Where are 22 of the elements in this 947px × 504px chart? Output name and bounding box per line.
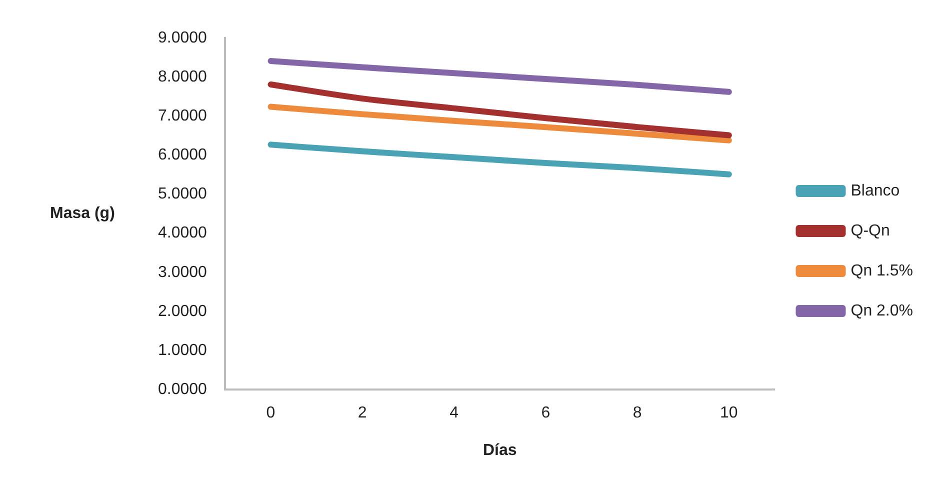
x-tick-label: 10 — [720, 404, 738, 422]
y-axis-title: Masa (g) — [50, 205, 115, 222]
legend-label: Qn 1.5% — [850, 262, 914, 280]
y-tick-label: 0.0000 — [158, 381, 208, 398]
x-tick-label: 4 — [450, 404, 459, 422]
x-tick-label: 6 — [541, 404, 550, 422]
x-tick-label: 2 — [358, 404, 367, 422]
x-tick-label: 8 — [632, 404, 642, 422]
x-axis-title: Días — [482, 442, 517, 459]
y-tick-label: 4.0000 — [158, 224, 208, 242]
y-tick-label: 3.0000 — [158, 264, 208, 281]
x-tick-label: 0 — [266, 404, 276, 422]
y-tick-label: 5.0000 — [158, 186, 208, 203]
legend-label: Qn 2.0% — [850, 302, 914, 320]
y-tick-label: 9.0000 — [158, 29, 208, 46]
y-tick-label: 2.0000 — [158, 302, 208, 320]
y-tick-label: 8.0000 — [158, 68, 208, 86]
y-tick-label: 7.0000 — [158, 108, 208, 125]
y-tick-label: 6.0000 — [158, 146, 208, 164]
y-tick-label: 1.0000 — [158, 342, 208, 359]
legend-label: Q-Qn — [850, 222, 890, 240]
legend-label: Blanco — [850, 182, 900, 200]
